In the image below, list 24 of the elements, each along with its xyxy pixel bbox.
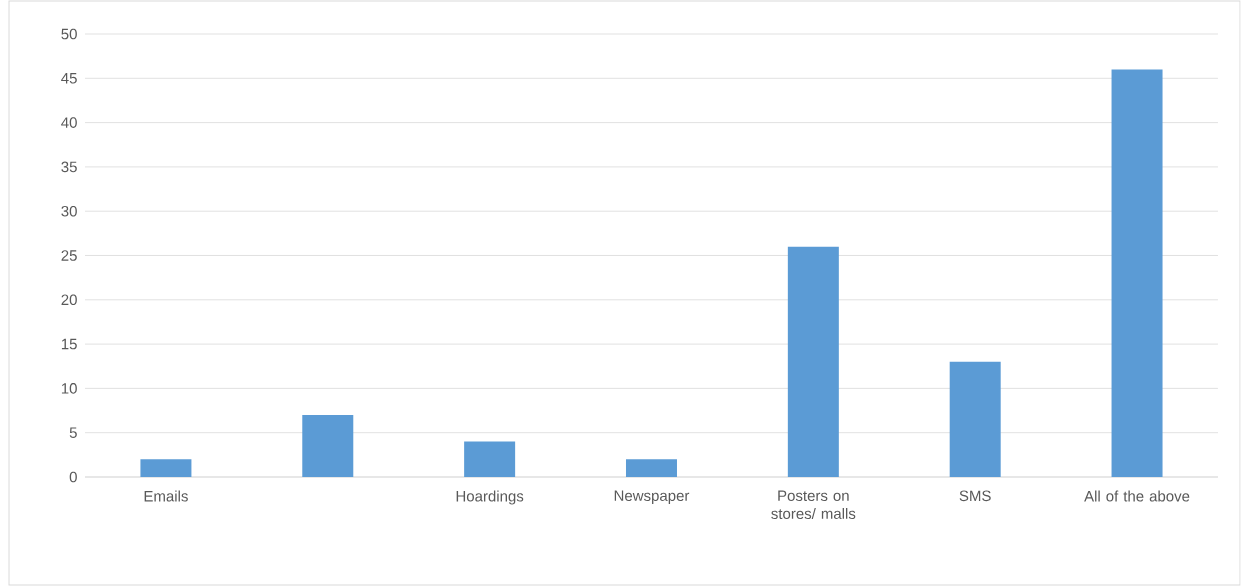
bar [625, 459, 677, 477]
bar [464, 441, 516, 477]
x-tick-label: SMS [959, 490, 991, 502]
y-tick-label: 45 [61, 73, 77, 84]
x-tick-label: All of the above [1084, 490, 1190, 502]
x-tick-label: Posters on stores/ malls [771, 490, 856, 519]
x-tick-label: Hoardings [456, 490, 524, 505]
bar [787, 246, 839, 477]
y-tick-label: 15 [61, 338, 77, 350]
y-tick-label: 10 [61, 383, 77, 394]
x-tick-label: Emails [144, 490, 188, 502]
y-tick-label: 5 [69, 427, 77, 438]
bar [1111, 69, 1163, 477]
y-tick-label: 25 [61, 250, 77, 261]
y-tick-label: 40 [61, 117, 77, 128]
bar [140, 459, 192, 477]
y-tick-label: 35 [61, 161, 77, 173]
y-tick-label: 20 [61, 294, 77, 306]
y-tick-label: 50 [61, 28, 77, 40]
x-tick-label: Newspaper [614, 490, 690, 504]
y-tick-label: 0 [69, 471, 77, 483]
y-tick-label: 30 [61, 205, 77, 217]
bar [302, 414, 354, 477]
bar [949, 361, 1001, 477]
